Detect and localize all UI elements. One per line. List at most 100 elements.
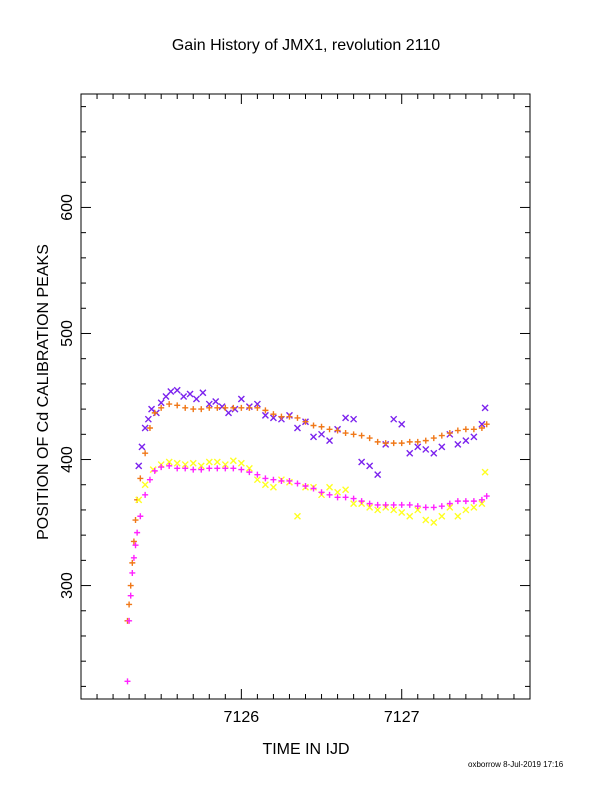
data-point	[158, 404, 165, 411]
data-point	[478, 496, 485, 503]
series-4	[124, 462, 490, 685]
data-point	[438, 432, 445, 439]
data-point	[206, 465, 213, 472]
data-point	[358, 432, 365, 439]
data-point	[414, 438, 421, 445]
data-point	[310, 422, 317, 429]
data-point	[483, 421, 490, 428]
data-point	[166, 462, 173, 469]
data-point	[138, 443, 146, 451]
data-point	[167, 387, 175, 395]
data-point	[146, 476, 153, 483]
data-point	[342, 414, 350, 422]
data-point	[157, 399, 165, 407]
data-point	[470, 498, 477, 505]
data-point	[406, 449, 414, 457]
data-point	[261, 481, 269, 489]
data-point	[246, 404, 253, 411]
data-point	[278, 413, 285, 420]
data-point	[293, 424, 301, 432]
data-point	[318, 489, 325, 496]
data-point	[190, 466, 197, 473]
data-point	[173, 459, 181, 467]
data-point	[245, 464, 253, 472]
data-point	[230, 465, 237, 472]
data-point	[190, 406, 197, 413]
series-2	[124, 401, 490, 624]
y-tick-label: 500	[59, 320, 76, 347]
data-point	[165, 458, 173, 466]
data-point	[127, 582, 134, 589]
data-point	[214, 465, 221, 472]
data-point	[398, 440, 405, 447]
data-point	[382, 440, 389, 447]
tick-labels: 7126 7127 300 400 500 600	[59, 194, 420, 726]
data-point	[197, 462, 205, 470]
data-point	[222, 465, 229, 472]
data-point	[454, 498, 461, 505]
data-point	[454, 427, 461, 434]
data-point	[137, 475, 144, 482]
data-point	[132, 542, 139, 549]
data-point	[390, 506, 398, 514]
data-point	[398, 508, 406, 516]
data-point	[390, 501, 397, 508]
data-point	[483, 493, 490, 500]
data-point	[406, 438, 413, 445]
data-point	[192, 395, 200, 403]
data-point	[342, 430, 349, 437]
data-point	[205, 400, 213, 408]
data-point	[174, 402, 181, 409]
data-point	[278, 477, 285, 484]
series-3	[135, 457, 489, 527]
data-point	[470, 426, 477, 433]
data-point	[414, 503, 421, 510]
data-point	[186, 390, 194, 398]
data-point	[132, 517, 139, 524]
data-point	[254, 404, 261, 411]
data-point	[198, 466, 205, 473]
plot-frame	[80, 93, 531, 700]
data-point	[134, 529, 141, 536]
data-point	[382, 501, 389, 508]
data-point	[286, 413, 293, 420]
data-point	[326, 483, 334, 491]
data-point	[253, 476, 261, 484]
data-point	[124, 678, 131, 685]
data-point	[206, 404, 213, 411]
y-tick-label: 300	[59, 572, 76, 599]
data-point	[406, 512, 414, 520]
data-point	[218, 403, 226, 411]
data-point	[181, 461, 189, 469]
data-point	[430, 449, 438, 457]
data-point	[366, 500, 373, 507]
data-point	[135, 496, 143, 504]
series-1	[135, 386, 489, 479]
data-point	[135, 462, 143, 470]
data-point	[126, 601, 133, 608]
data-point	[430, 504, 437, 511]
data-point	[253, 400, 261, 408]
data-point	[390, 440, 397, 447]
data-point	[214, 404, 221, 411]
data-point	[334, 488, 342, 496]
data-point	[326, 437, 334, 445]
data-point	[189, 459, 197, 467]
y-tick-label: 600	[59, 194, 76, 221]
y-tick-label: 400	[59, 446, 76, 473]
data-point	[374, 471, 382, 479]
data-point	[358, 458, 366, 466]
data-point	[294, 480, 301, 487]
data-point	[293, 512, 301, 520]
data-point	[148, 405, 156, 413]
data-point	[374, 501, 381, 508]
data-point	[478, 425, 485, 432]
data-point	[151, 467, 158, 474]
data-point	[142, 450, 149, 457]
data-point	[446, 500, 453, 507]
data-point	[430, 435, 437, 442]
data-point	[173, 386, 181, 394]
data-point	[326, 491, 333, 498]
data-point	[350, 415, 358, 423]
data-point	[446, 503, 454, 511]
